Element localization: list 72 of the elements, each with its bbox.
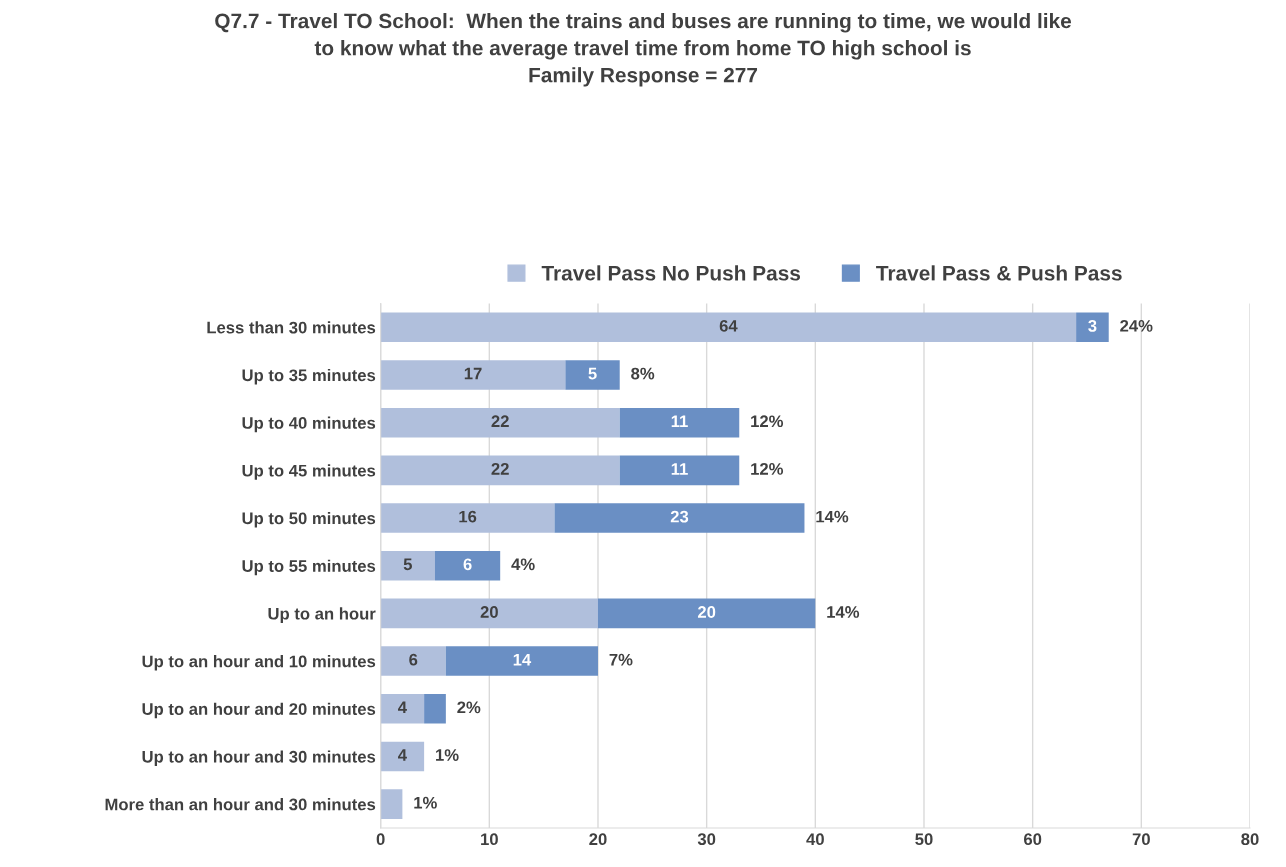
y-tick-label: Up to an hour and 30 minutes xyxy=(142,750,376,766)
data-label: 4 xyxy=(398,701,407,714)
data-label: 11 xyxy=(671,415,688,427)
y-tick-label: Less than 30 minutes xyxy=(207,321,376,334)
y-tick-label: Up to an hour xyxy=(268,607,376,623)
bar xyxy=(565,360,620,390)
x-tick-label: 30 xyxy=(697,833,716,846)
bar xyxy=(380,741,425,772)
bar xyxy=(380,455,620,486)
x-tick-label: 60 xyxy=(1024,833,1042,846)
data-label: 5 xyxy=(403,558,412,571)
x-tick-label: 40 xyxy=(806,833,824,846)
y-tick-label: Up to 45 minutes xyxy=(242,464,376,480)
bar xyxy=(380,503,555,533)
annotation: 8% xyxy=(631,367,655,380)
annotation: 1% xyxy=(436,749,459,761)
annotation: 14% xyxy=(827,606,860,618)
bar xyxy=(380,598,598,629)
annotation: 1% xyxy=(414,796,437,809)
data-label: 3 xyxy=(1088,319,1097,332)
data-label: 22 xyxy=(491,463,509,475)
bar xyxy=(380,693,425,724)
x-tick-label: 70 xyxy=(1132,833,1150,846)
bar xyxy=(380,407,620,438)
data-label: 22 xyxy=(491,415,509,427)
data-label: 5 xyxy=(588,367,597,380)
y-tick-label: More than an hour and 30 minutes xyxy=(105,798,376,811)
legend-label: Travel Pass & Push Pass xyxy=(876,265,1122,281)
annotation: 7% xyxy=(609,653,633,666)
x-tick-label: 80 xyxy=(1241,833,1259,846)
bar xyxy=(554,503,805,533)
bar xyxy=(445,646,598,676)
x-tick-label: 20 xyxy=(589,833,607,846)
x-tick-label: 0 xyxy=(376,833,385,846)
data-label: 4 xyxy=(398,749,407,761)
y-tick-label: Up to 55 minutes xyxy=(242,559,376,576)
bar xyxy=(597,598,816,629)
data-label: 6 xyxy=(463,558,472,571)
bar xyxy=(380,550,435,581)
y-tick-label: Up to 40 minutes xyxy=(242,416,376,433)
chart-title: Q7.7 - Travel TO School: When the trains and buses are running to time, we would like to know what the average travel time from home TO high school is Family Response = 277 xyxy=(215,13,1072,87)
bar xyxy=(1076,312,1109,343)
x-tick-label: 50 xyxy=(915,833,933,846)
bar xyxy=(380,646,446,676)
annotation: 24% xyxy=(1120,319,1153,332)
data-label: 20 xyxy=(697,606,716,618)
bar xyxy=(424,693,446,724)
data-label: 64 xyxy=(719,319,738,332)
data-label: 20 xyxy=(480,606,498,618)
annotation: 2% xyxy=(457,701,481,714)
data-label: 23 xyxy=(670,510,689,523)
y-tick-label: Up to an hour and 10 minutes xyxy=(142,655,376,671)
bar xyxy=(380,789,403,819)
bar xyxy=(619,455,740,486)
annotation: 12% xyxy=(751,415,784,428)
annotation: 14% xyxy=(816,510,849,523)
data-label: 11 xyxy=(671,463,688,475)
annotation: 12% xyxy=(751,463,784,475)
bar xyxy=(434,550,501,581)
data-label: 17 xyxy=(464,367,482,380)
bar xyxy=(380,312,1077,343)
y-tick-label: Up to 35 minutes xyxy=(242,368,376,385)
y-tick-label: Up to an hour and 20 minutes xyxy=(142,702,376,719)
annotation: 4% xyxy=(511,558,535,571)
bar xyxy=(619,407,740,438)
y-tick-label: Up to 50 minutes xyxy=(242,511,376,528)
data-label: 6 xyxy=(409,653,418,666)
legend-label: Travel Pass No Push Pass xyxy=(541,265,801,281)
x-tick-label: 10 xyxy=(481,833,498,846)
data-label: 16 xyxy=(459,510,477,523)
bar xyxy=(380,360,566,390)
data-label: 14 xyxy=(513,653,532,666)
